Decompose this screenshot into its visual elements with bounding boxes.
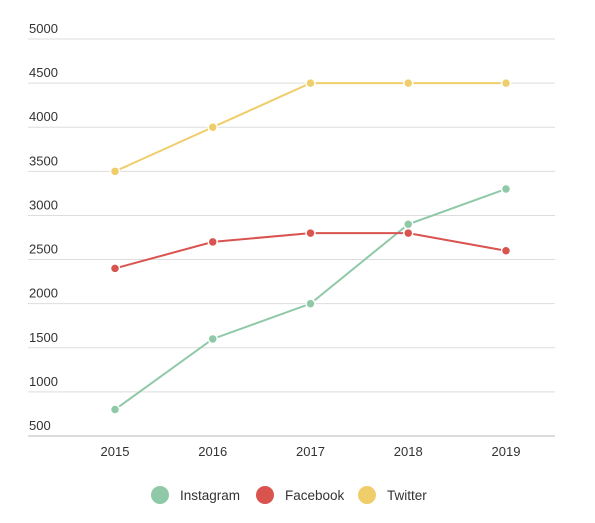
data-point xyxy=(207,121,218,133)
y-tick-label: 2000 xyxy=(29,286,58,301)
y-tick-label: 4500 xyxy=(29,65,58,80)
data-point xyxy=(207,333,218,345)
legend-marker xyxy=(256,486,274,504)
data-point xyxy=(305,227,316,239)
data-point xyxy=(109,263,121,274)
y-tick-label: 2500 xyxy=(29,242,58,257)
x-tick-label: 2018 xyxy=(394,444,423,459)
y-tick-label: 3500 xyxy=(29,153,58,168)
y-tick-label: 3000 xyxy=(29,197,58,212)
legend-label: Twitter xyxy=(387,488,427,503)
legend-marker xyxy=(151,486,169,504)
series-line xyxy=(114,232,507,270)
legend-label: Facebook xyxy=(285,488,345,503)
x-tick-label: 2015 xyxy=(101,444,130,459)
y-tick-label: 500 xyxy=(29,418,51,433)
data-point xyxy=(403,219,414,230)
data-point xyxy=(109,404,121,415)
y-tick-label: 1500 xyxy=(29,330,58,345)
x-tick-label: 2016 xyxy=(198,444,227,459)
data-point xyxy=(305,298,316,309)
data-point xyxy=(500,183,512,195)
data-point xyxy=(403,77,414,89)
data-point xyxy=(500,77,512,89)
y-tick-label: 5000 xyxy=(29,21,58,36)
data-point xyxy=(305,77,316,89)
data-point xyxy=(109,166,121,177)
legend-marker xyxy=(358,486,376,504)
legend-label: Instagram xyxy=(180,488,240,503)
data-point xyxy=(207,236,218,248)
data-point xyxy=(403,227,414,239)
y-tick-label: 1000 xyxy=(29,374,58,389)
data-point xyxy=(500,245,512,256)
x-tick-label: 2017 xyxy=(296,444,325,459)
x-tick-label: 2019 xyxy=(492,444,521,459)
y-tick-label: 4000 xyxy=(29,109,58,124)
